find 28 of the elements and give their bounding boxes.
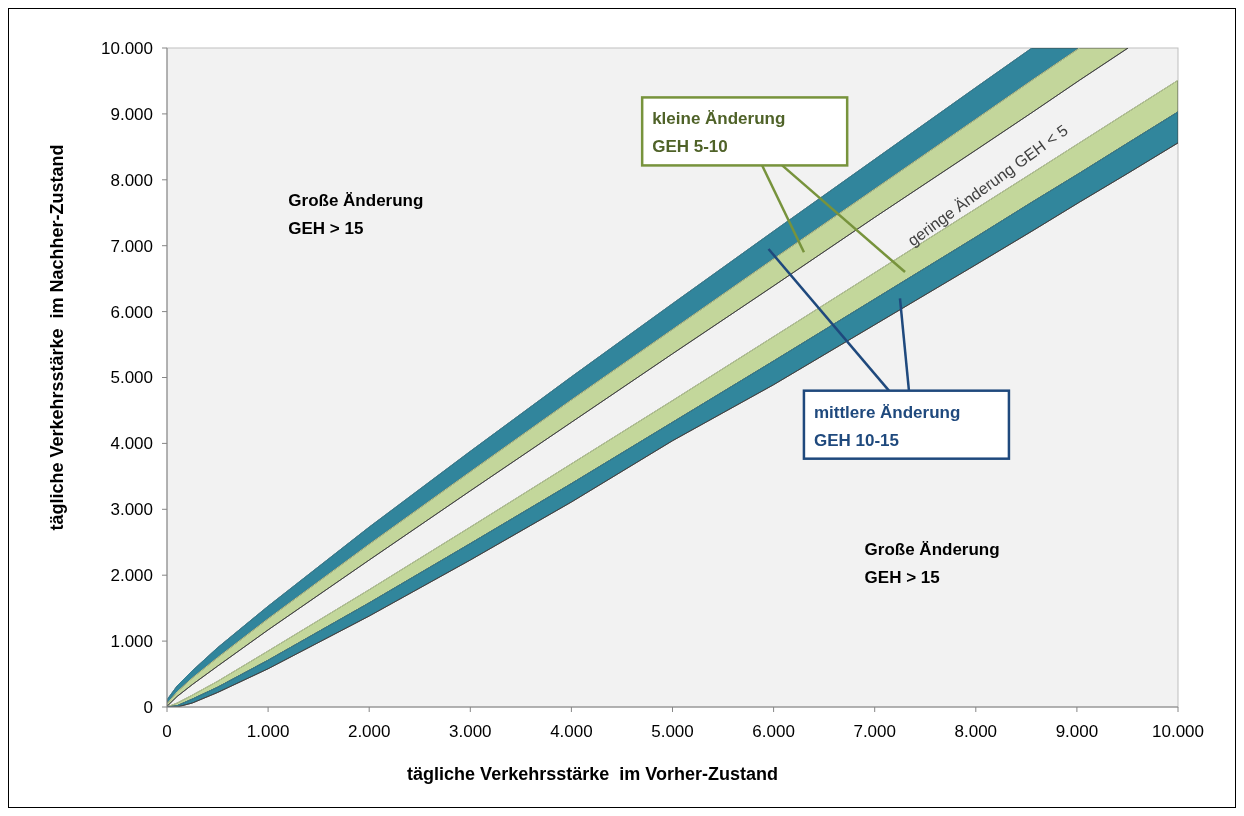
x-axis-title: tägliche Verkehrsstärke im Vorher-Zustand (407, 764, 778, 784)
y-tick-label: 7.000 (110, 236, 153, 256)
annotation: kleine Änderung GEH 5-10 (652, 109, 786, 157)
y-tick-label: 0 (143, 697, 153, 717)
y-axis-title: tägliche Verkehrsstärke im Nachher-Zustand (47, 144, 67, 531)
y-tick-label: 1.000 (110, 632, 153, 652)
x-tick-label: 2.000 (347, 722, 391, 741)
x-tick-label: 7.000 (853, 722, 896, 741)
x-tick-label: 10.000 (1152, 722, 1204, 741)
x-tick-label: 9.000 (1055, 722, 1099, 741)
x-tick-label: 4.000 (550, 722, 593, 741)
y-tick-label: 4.000 (110, 434, 153, 454)
y-tick-label: 3.000 (110, 500, 153, 520)
x-tick-label: 8.000 (954, 722, 998, 741)
y-tick-label: 10.000 (101, 38, 153, 58)
annotation: Große Änderung GEH > 15 (288, 191, 424, 239)
annotation: mittlere Änderung GEH 10-15 (813, 402, 961, 450)
y-tick-label: 6.000 (110, 302, 153, 322)
y-tick-label: 5.000 (110, 368, 153, 388)
x-tick-label: 1.000 (246, 722, 290, 741)
y-tick-label: 2.000 (110, 566, 153, 586)
x-tick-label: 6.000 (752, 722, 795, 741)
y-tick-label: 9.000 (110, 104, 153, 124)
x-tick-label: 0 (162, 722, 172, 741)
annotation: Große Änderung GEH > 15 (864, 540, 1000, 588)
x-tick-label: 5.000 (651, 722, 694, 741)
y-tick-label: 8.000 (110, 170, 153, 190)
x-tick-label: 3.000 (449, 722, 492, 741)
